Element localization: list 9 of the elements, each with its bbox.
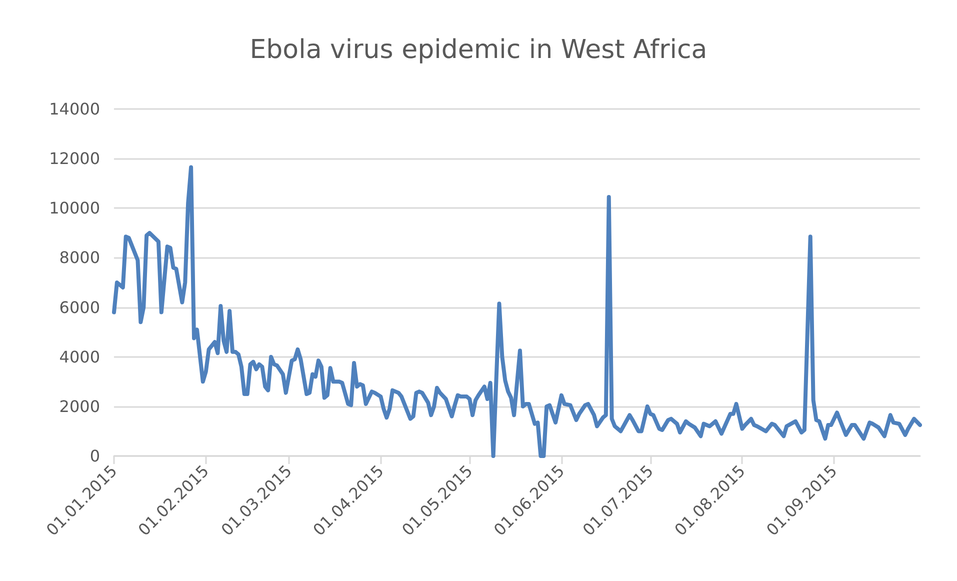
y-tick-label: 8000 (59, 248, 100, 268)
y-tick-label: 14000 (49, 100, 100, 118)
y-tick-label: 4000 (59, 347, 100, 366)
y-tick-label: 6000 (59, 298, 100, 317)
chart-title: Ebola virus epidemic in West Africa (250, 35, 708, 65)
y-tick-label: 12000 (49, 149, 100, 168)
y-tick-label: 0 (90, 446, 100, 466)
y-tick-label: 10000 (49, 198, 100, 218)
y-tick-label: 2000 (59, 396, 100, 416)
